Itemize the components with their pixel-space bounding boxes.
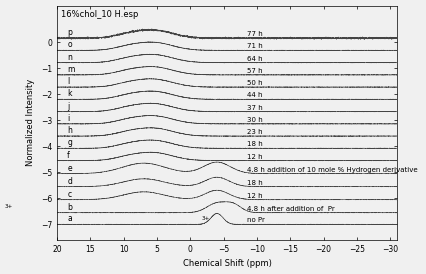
Text: 16%chol_10 H.esp: 16%chol_10 H.esp: [60, 10, 138, 19]
Text: e: e: [67, 164, 72, 173]
X-axis label: Chemical Shift (ppm): Chemical Shift (ppm): [182, 259, 271, 269]
Text: 50 h: 50 h: [246, 80, 262, 86]
Text: 18 h: 18 h: [246, 141, 262, 147]
Text: l: l: [67, 77, 69, 86]
Text: 71 h: 71 h: [246, 43, 262, 49]
Text: c: c: [67, 190, 71, 199]
Text: 3+: 3+: [4, 204, 12, 209]
Text: d: d: [67, 176, 72, 185]
Text: g: g: [67, 138, 72, 147]
Text: j: j: [67, 102, 69, 110]
Text: no Pr: no Pr: [246, 217, 264, 223]
Text: 37 h: 37 h: [246, 105, 262, 110]
Text: p: p: [67, 28, 72, 37]
Text: a: a: [67, 214, 72, 223]
Text: k: k: [67, 89, 72, 98]
Text: 77 h: 77 h: [246, 31, 262, 37]
Text: 4.8 h addition of 10 mole % Hydrogen derivative: 4.8 h addition of 10 mole % Hydrogen der…: [246, 167, 417, 173]
Text: 23 h: 23 h: [246, 129, 262, 135]
Text: 4.8 h after addition of  Pr: 4.8 h after addition of Pr: [246, 206, 334, 212]
Text: o: o: [67, 40, 72, 49]
Text: 64 h: 64 h: [246, 56, 262, 62]
Y-axis label: Normalized Intensity: Normalized Intensity: [26, 79, 35, 166]
Text: m: m: [67, 65, 74, 74]
Text: f: f: [67, 150, 70, 159]
Text: 12 h: 12 h: [246, 153, 262, 159]
Text: n: n: [67, 53, 72, 62]
Text: 3+: 3+: [201, 216, 210, 221]
Text: 57 h: 57 h: [246, 68, 262, 74]
Text: h: h: [67, 126, 72, 135]
Text: b: b: [67, 203, 72, 212]
Text: i: i: [67, 114, 69, 123]
Text: 30 h: 30 h: [246, 117, 262, 123]
Text: 44 h: 44 h: [246, 92, 262, 98]
Text: 12 h: 12 h: [246, 193, 262, 199]
Text: 18 h: 18 h: [246, 179, 262, 185]
